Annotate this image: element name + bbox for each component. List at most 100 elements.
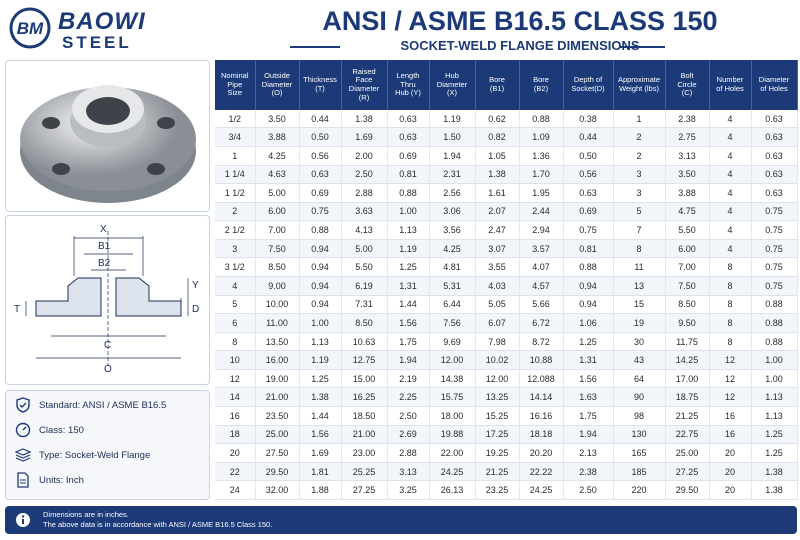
table-cell: 7.00 <box>665 257 710 277</box>
table-cell: 3/4 <box>215 127 256 147</box>
table-cell: 0.69 <box>299 183 342 203</box>
table-cell: 18.00 <box>429 406 476 426</box>
column-header: Outside Diameter (O) <box>255 60 300 110</box>
table-cell: 16 <box>709 406 752 426</box>
table-cell: 13.25 <box>475 387 520 408</box>
info-text: Units: Inch <box>39 474 84 486</box>
table-cell: 0.69 <box>563 202 614 222</box>
table-cell: 25.00 <box>665 443 710 463</box>
table-cell: 3.57 <box>519 239 564 259</box>
table-cell: 2.50 <box>563 480 614 500</box>
table-cell: 23.25 <box>475 480 520 500</box>
table-cell: 7.31 <box>341 295 388 315</box>
table-cell: 1.56 <box>387 313 430 333</box>
table-cell: 0.75 <box>563 220 614 240</box>
column-header: Bolt Circle (C) <box>665 60 710 110</box>
table-cell: 18.75 <box>665 387 710 408</box>
table-cell: 6.19 <box>341 276 388 296</box>
footer: Dimensions are in inches. The above data… <box>5 506 797 534</box>
table-cell: 1.25 <box>299 369 342 389</box>
table-cell: 7.98 <box>475 332 520 352</box>
table-cell: 3.56 <box>429 220 476 240</box>
table-cell: 1.44 <box>387 295 430 315</box>
table-cell: 23.00 <box>341 443 388 463</box>
info-text: Type: Socket-Weld Flange <box>39 449 151 461</box>
table-cell: 1.19 <box>299 350 342 370</box>
table-cell: 0.75 <box>751 239 798 259</box>
table-cell: 5.00 <box>341 239 388 259</box>
table-cell: 1.31 <box>387 276 430 296</box>
table-row: 16 23.50 1.44 18.50 2.50 18.00 15.25 16.16 1.75 9… <box>215 406 798 426</box>
table-cell: 10.00 <box>255 295 300 315</box>
table-cell: 2.88 <box>387 443 430 463</box>
table-cell: 1.61 <box>475 183 520 203</box>
info-item: Units: Inch <box>15 472 84 488</box>
footer-note: Dimensions are in inches. <box>43 510 129 519</box>
table-cell: 0.75 <box>299 202 342 222</box>
table-cell: 2 <box>613 127 666 147</box>
table-cell: 1 <box>613 110 666 129</box>
table-cell: 12 <box>709 350 752 370</box>
table-cell: 0.82 <box>475 127 520 147</box>
table-cell: 1.00 <box>387 202 430 222</box>
table-cell: 1/2 <box>215 110 256 129</box>
table-cell: 10.02 <box>475 350 520 370</box>
table-cell: 1.13 <box>299 332 342 352</box>
table-cell: 2.38 <box>665 110 710 129</box>
header-row: Nominal Pipe Size Outside Diameter (O) Thi… <box>215 60 798 110</box>
table-cell: 12 <box>215 369 256 389</box>
table-cell: 4 <box>709 146 752 166</box>
info-item: Type: Socket-Weld Flange <box>15 447 150 463</box>
table-cell: 3 1/2 <box>215 257 256 277</box>
table-cell: 1.25 <box>387 257 430 277</box>
table-row: 3 7.50 0.94 5.00 1.19 4.25 3.07 3.57 0.81 8 6.00 4 0… <box>215 239 798 259</box>
table-cell: 9.00 <box>255 276 300 296</box>
column-header: Approximate Weight (lbs) <box>613 60 666 110</box>
table-row: 8 13.50 1.13 10.63 1.75 9.69 7.98 8.72 1.25 30 11.… <box>215 332 798 352</box>
dim-label: Y <box>192 280 199 291</box>
column-header: Nominal Pipe Size <box>215 60 256 110</box>
table-row: 4 9.00 0.94 6.19 1.31 5.31 4.03 4.57 0.94 13 7.50 8… <box>215 276 798 296</box>
table-cell: 6.07 <box>475 313 520 333</box>
table-cell: 16.25 <box>341 387 388 408</box>
table-cell: 4 <box>709 220 752 240</box>
table-cell: 1.13 <box>751 387 798 408</box>
table-cell: 1.36 <box>519 146 564 166</box>
dim-label: D <box>192 304 199 315</box>
table-cell: 1.69 <box>299 443 342 463</box>
table-cell: 7.56 <box>429 313 476 333</box>
table-cell: 10.88 <box>519 350 564 370</box>
table-cell: 0.63 <box>751 127 798 147</box>
table-cell: 10.63 <box>341 332 388 352</box>
table-cell: 6.00 <box>665 239 710 259</box>
table-cell: 0.63 <box>387 127 430 147</box>
table-cell: 15.25 <box>475 406 520 426</box>
table-cell: 0.88 <box>519 110 564 129</box>
table-cell: 4.25 <box>255 146 300 166</box>
table-cell: 0.75 <box>751 276 798 296</box>
dimension-table: Nominal Pipe Size Outside Diameter (O) Thi… <box>215 60 798 500</box>
table-cell: 0.62 <box>475 110 520 129</box>
table-cell: 4.57 <box>519 276 564 296</box>
info-panel <box>5 390 210 500</box>
table-cell: 1.81 <box>299 462 342 482</box>
table-cell: 0.94 <box>563 276 614 296</box>
table-cell: 0.50 <box>299 127 342 147</box>
table-cell: 7.50 <box>255 239 300 259</box>
table-cell: 6.00 <box>255 202 300 222</box>
table-cell: 64 <box>613 369 666 389</box>
table-cell: 0.69 <box>387 146 430 166</box>
table-cell: 0.88 <box>299 220 342 240</box>
table-cell: 22.22 <box>519 462 564 482</box>
table-row: 1 1/4 4.63 0.63 2.50 0.81 2.31 1.38 1.70 0.56 3 3.… <box>215 165 798 185</box>
table-cell: 2.56 <box>429 183 476 203</box>
info-icon <box>15 448 31 462</box>
table-cell: 4 <box>709 127 752 147</box>
table-cell: 24 <box>215 480 256 500</box>
table-cell: 4 <box>709 183 752 203</box>
table-row: 10 16.00 1.19 12.75 1.94 12.00 10.02 10.88 1.31 4… <box>215 350 798 370</box>
table-cell: 14 <box>215 387 256 408</box>
table-cell: 8.50 <box>665 295 710 315</box>
dim-label: B2 <box>98 258 111 269</box>
table-cell: 22.75 <box>665 425 710 445</box>
